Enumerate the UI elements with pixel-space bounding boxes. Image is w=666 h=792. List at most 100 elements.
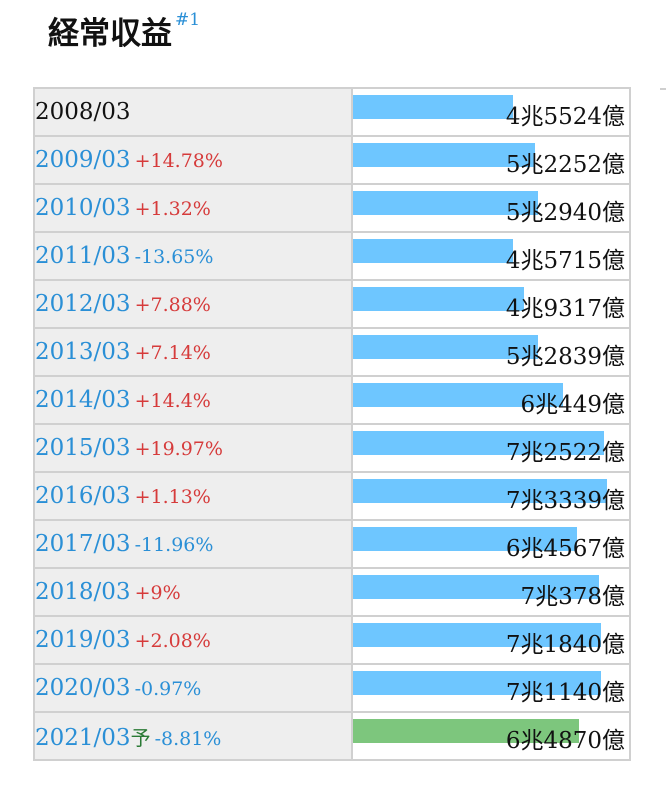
amount-value: 7兆2522億 <box>505 440 625 466</box>
amount-bar <box>353 239 514 263</box>
amount-value: 5兆2839億 <box>505 344 625 370</box>
amount-cell: 6兆4870億 <box>351 711 631 761</box>
fiscal-year-link[interactable]: 2014/03 <box>35 387 131 413</box>
amount-value: 7兆378億 <box>520 584 625 610</box>
fiscal-year-cell: 2014/03 +14.4% <box>33 375 353 425</box>
amount-cell: 7兆2522億 <box>351 423 631 473</box>
change-percent: +9% <box>134 582 181 604</box>
fiscal-year-cell: 2016/03 +1.13% <box>33 471 353 521</box>
table-row: 2017/03 -11.96% 6兆4567億 <box>33 519 631 569</box>
amount-bar <box>353 575 599 599</box>
table-row: 2019/03 +2.08% 7兆1840億 <box>33 615 631 665</box>
table-row: 2015/03 +19.97% 7兆2522億 <box>33 423 631 473</box>
amount-cell: 7兆3339億 <box>351 471 631 521</box>
amount-cell: 4兆5524億 <box>351 87 631 137</box>
fiscal-year-link[interactable]: 2021/03 <box>35 724 131 751</box>
amount-value: 7兆1840億 <box>505 632 625 658</box>
amount-value: 5兆2252億 <box>505 152 625 178</box>
fiscal-year-link[interactable]: 2015/03 <box>35 435 131 461</box>
amount-bar <box>353 527 577 551</box>
earnings-table: 2008/03 4兆5524億 2009/03 +14.78% 5兆2252億 2010/… <box>33 87 631 761</box>
title-text: 経常収益 <box>48 16 172 52</box>
amount-cell: 6兆4567億 <box>351 519 631 569</box>
earnings-table-body: 2008/03 4兆5524億 2009/03 +14.78% 5兆2252億 2010/… <box>33 87 631 761</box>
forecast-bar <box>353 719 580 743</box>
amount-bar <box>353 143 536 167</box>
fiscal-year-cell: 2017/03 -11.96% <box>33 519 353 569</box>
table-row: 2008/03 4兆5524億 <box>33 87 631 137</box>
amount-cell: 5兆2252億 <box>351 135 631 185</box>
amount-value: 7兆1140億 <box>505 680 625 706</box>
amount-bar <box>353 671 602 695</box>
change-percent: +14.78% <box>134 150 223 172</box>
amount-bar <box>353 191 538 215</box>
fiscal-year-cell: 2015/03 +19.97% <box>33 423 353 473</box>
fiscal-year-cell: 2009/03 +14.78% <box>33 135 353 185</box>
fiscal-year-link[interactable]: 2016/03 <box>35 483 131 509</box>
amount-value: 4兆9317億 <box>505 296 625 322</box>
fiscal-year-cell: 2013/03 +7.14% <box>33 327 353 377</box>
amount-cell: 7兆1140億 <box>351 663 631 713</box>
fiscal-year-cell: 2018/03 +9% <box>33 567 353 617</box>
amount-bar <box>353 335 538 359</box>
table-row: 2009/03 +14.78% 5兆2252億 <box>33 135 631 185</box>
table-row: 2010/03 +1.32% 5兆2940億 <box>33 183 631 233</box>
change-percent: +2.08% <box>134 630 211 652</box>
amount-value: 6兆449億 <box>520 392 625 418</box>
divider <box>660 88 666 90</box>
amount-cell: 7兆378億 <box>351 567 631 617</box>
amount-bar <box>353 383 563 407</box>
change-percent: +19.97% <box>134 438 223 460</box>
amount-bar <box>353 623 602 647</box>
fiscal-year-link[interactable]: 2010/03 <box>35 195 131 221</box>
amount-bar <box>353 287 525 311</box>
table-row: 2020/03 -0.97% 7兆1140億 <box>33 663 631 713</box>
amount-cell: 7兆1840億 <box>351 615 631 665</box>
amount-cell: 5兆2940億 <box>351 183 631 233</box>
change-percent: -11.96% <box>134 534 214 556</box>
amount-bar <box>353 479 607 503</box>
amount-cell: 6兆449億 <box>351 375 631 425</box>
change-percent: +1.32% <box>134 198 211 220</box>
fiscal-year-cell: 2010/03 +1.32% <box>33 183 353 233</box>
amount-cell: 4兆9317億 <box>351 279 631 329</box>
page-title: 経常収益 #1 <box>48 8 200 53</box>
change-percent: +1.13% <box>134 486 211 508</box>
amount-value: 4兆5715億 <box>505 248 625 274</box>
fiscal-year-link[interactable]: 2019/03 <box>35 627 131 653</box>
fiscal-year-link[interactable]: 2011/03 <box>35 243 131 269</box>
change-percent: -0.97% <box>134 678 202 700</box>
change-percent: +14.4% <box>134 390 211 412</box>
fiscal-year-cell: 2019/03 +2.08% <box>33 615 353 665</box>
forecast-mark: 予 <box>130 725 151 750</box>
fiscal-year-link[interactable]: 2020/03 <box>35 675 131 701</box>
change-percent: -8.81% <box>154 727 222 750</box>
amount-cell: 5兆2839億 <box>351 327 631 377</box>
amount-value: 7兆3339億 <box>505 488 625 514</box>
amount-value: 4兆5524億 <box>505 104 625 130</box>
table-row: 2014/03 +14.4% 6兆449億 <box>33 375 631 425</box>
fiscal-year-link[interactable]: 2013/03 <box>35 339 131 365</box>
amount-value: 6兆4567億 <box>505 536 625 562</box>
amount-value: 5兆2940億 <box>505 200 625 226</box>
fiscal-year-cell: 2011/03 -13.65% <box>33 231 353 281</box>
amount-bar <box>353 431 605 455</box>
table-row: 2013/03 +7.14% 5兆2839億 <box>33 327 631 377</box>
table-row: 2021/03予 -8.81% 6兆4870億 <box>33 711 631 761</box>
fiscal-year-cell: 2008/03 <box>33 87 353 137</box>
amount-value: 6兆4870億 <box>505 728 625 754</box>
amount-cell: 4兆5715億 <box>351 231 631 281</box>
table-row: 2012/03 +7.88% 4兆9317億 <box>33 279 631 329</box>
fiscal-year-cell: 2021/03予 -8.81% <box>33 711 353 761</box>
amount-bar <box>353 95 514 119</box>
fiscal-year-link[interactable]: 2018/03 <box>35 579 131 605</box>
title-footnote-link[interactable]: #1 <box>175 10 201 30</box>
fiscal-year-link[interactable]: 2017/03 <box>35 531 131 557</box>
fiscal-year-cell: 2020/03 -0.97% <box>33 663 353 713</box>
table-row: 2018/03 +9% 7兆378億 <box>33 567 631 617</box>
fiscal-year-cell: 2012/03 +7.88% <box>33 279 353 329</box>
fiscal-year-link[interactable]: 2009/03 <box>35 147 131 173</box>
change-percent: +7.14% <box>134 342 211 364</box>
fiscal-year-link[interactable]: 2012/03 <box>35 291 131 317</box>
fiscal-year-link: 2008/03 <box>35 99 131 125</box>
